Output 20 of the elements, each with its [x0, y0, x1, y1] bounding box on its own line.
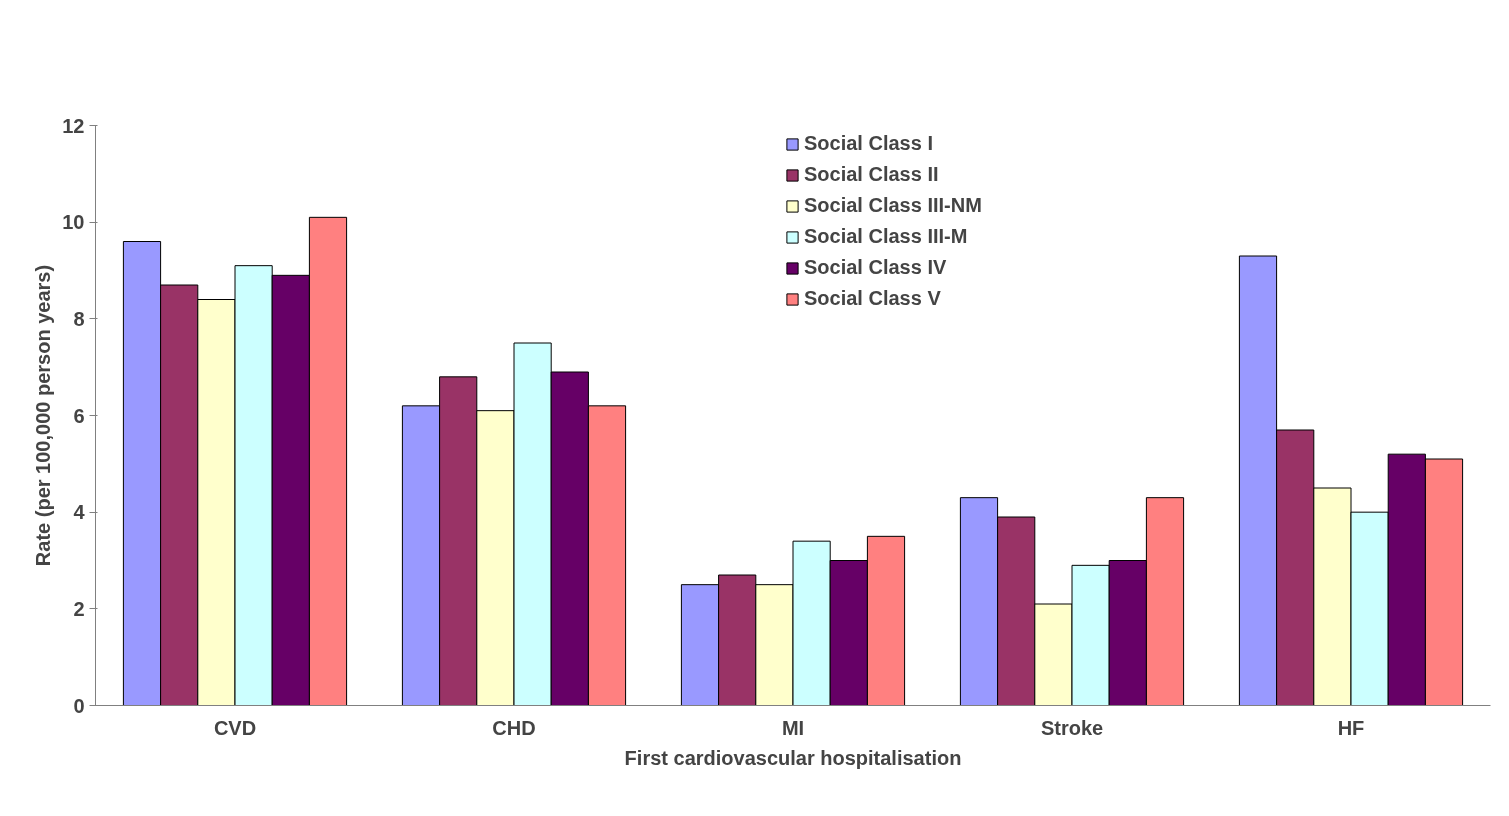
- y-tick-label: 0: [73, 694, 85, 717]
- x-tick-label: CHD: [492, 716, 536, 739]
- y-tick-label: 4: [73, 501, 86, 524]
- x-tick-label: Stroke: [1040, 716, 1104, 739]
- legend-label: Social Class V: [804, 287, 941, 310]
- y-tick-label: 2: [73, 597, 85, 620]
- y-tick-label: 12: [62, 114, 85, 137]
- y-tick-label: 6: [73, 404, 85, 427]
- x-tick-label: MI: [781, 716, 805, 739]
- y-tick-label: 8: [73, 307, 85, 330]
- x-tick-label: CVD: [213, 716, 257, 739]
- x-axis-title: First cardiovascular hospitalisation: [624, 746, 962, 769]
- y-axis-title: Rate (per 100,000 person years): [32, 264, 55, 567]
- legend-label: Social Class I: [804, 132, 933, 155]
- x-tick-label: HF: [1337, 716, 1365, 739]
- y-tick-label: 10: [62, 211, 85, 234]
- legend-label: Social Class II: [804, 163, 939, 186]
- legend-label: Social Class III-M: [804, 225, 968, 248]
- legend-label: Social Class IV: [804, 256, 947, 279]
- legend-label: Social Class III-NM: [804, 194, 982, 217]
